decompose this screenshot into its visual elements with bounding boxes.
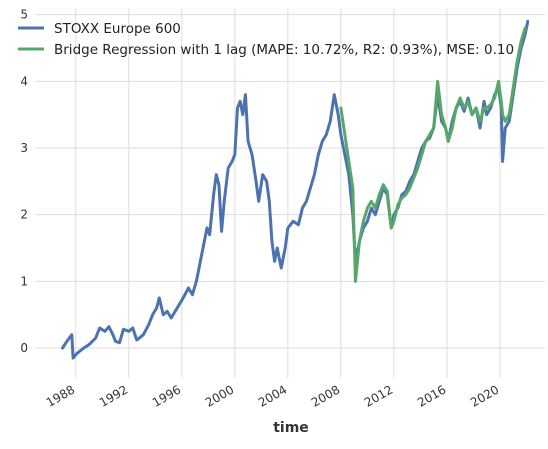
series-line-2 <box>339 26 527 283</box>
x-axis-ticks: 1988 1992 1996 2000 2004 2008 2012 2016 2020 <box>44 382 502 409</box>
y-tick-label: 3 <box>20 141 28 155</box>
y-tick-label: 5 <box>20 8 28 22</box>
x-tick-label: 1988 <box>44 382 77 409</box>
legend-label: STOXX Europe 600 <box>54 21 181 37</box>
y-tick-label: 4 <box>20 74 28 88</box>
x-tick-label: 1996 <box>150 382 183 409</box>
legend-label: Bridge Regression with 1 lag (MAPE: 10.7… <box>54 42 514 58</box>
x-tick-label: 2000 <box>203 382 236 409</box>
x-tick-label: 2020 <box>468 382 501 409</box>
grid <box>36 8 545 378</box>
x-tick-label: 1992 <box>97 382 130 409</box>
x-tick-label: 2004 <box>256 382 289 409</box>
y-tick-label: 0 <box>20 341 28 355</box>
y-tick-label: 2 <box>20 208 28 222</box>
x-tick-label: 2012 <box>362 382 395 409</box>
legend: STOXX Europe 600 Bridge Regression with 1… <box>18 21 514 58</box>
x-tick-label: 2016 <box>415 382 448 409</box>
x-tick-label: 2008 <box>309 382 342 409</box>
x-axis-label: time <box>273 420 309 436</box>
y-axis-ticks: 0 1 2 3 4 5 <box>20 8 28 355</box>
y-tick-label: 1 <box>20 274 28 288</box>
series-layer <box>61 19 530 360</box>
series-line-1 <box>61 19 530 360</box>
